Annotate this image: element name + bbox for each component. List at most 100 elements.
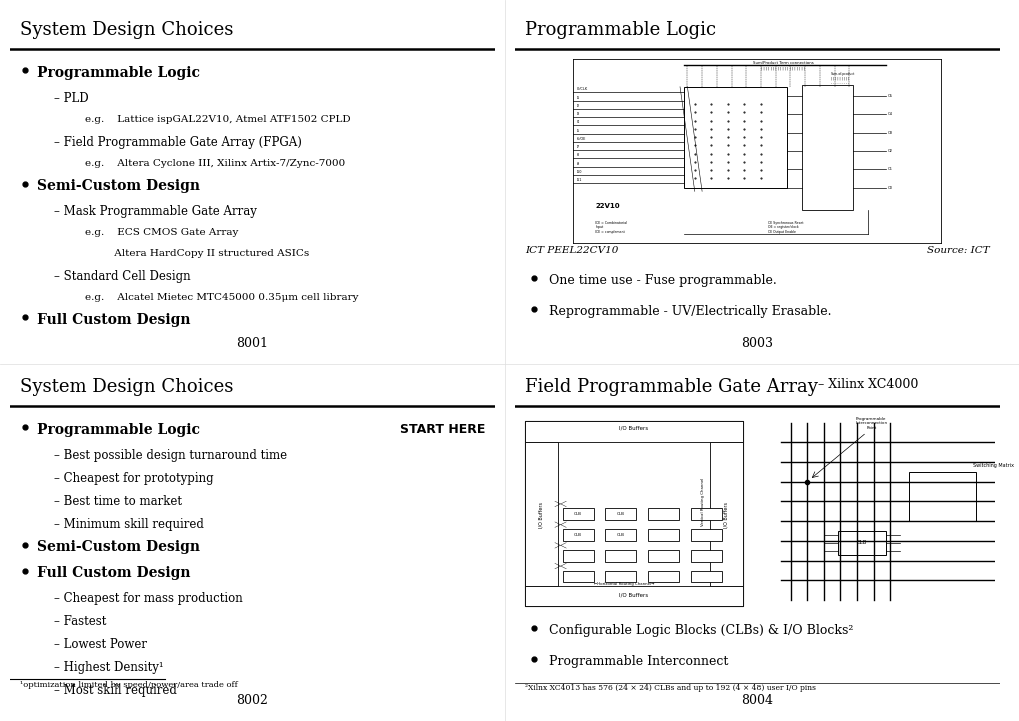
Text: – Cheapest for mass production: – Cheapest for mass production — [54, 593, 243, 606]
Bar — [838, 531, 884, 554]
Text: | | | | | | | | | | | | | | | | | | |: | | | | | | | | | | | | | | | | | | | — [760, 66, 804, 71]
Text: 8001: 8001 — [236, 337, 268, 350]
Bar — [605, 529, 636, 541]
Text: I1: I1 — [577, 96, 580, 99]
Text: e.g.    Lattice ispGAL22V10, Atmel ATF1502 CPLD: e.g. Lattice ispGAL22V10, Atmel ATF1502 … — [86, 115, 351, 124]
Text: I/O Buffers: I/O Buffers — [619, 593, 648, 598]
Text: – Xilinx XC4000: – Xilinx XC4000 — [813, 378, 917, 391]
Text: – Cheapest for prototyping: – Cheapest for prototyping — [54, 472, 213, 485]
Text: One time use - Fuse programmable.: One time use - Fuse programmable. — [548, 274, 776, 287]
Text: START HERE: START HERE — [399, 423, 485, 436]
Text: Programmable Logic: Programmable Logic — [37, 66, 200, 80]
Text: O2: O2 — [888, 149, 893, 153]
Text: O0: O0 — [888, 186, 893, 190]
Text: Configurable Logic Blocks (CLBs) & I/O Blocks²: Configurable Logic Blocks (CLBs) & I/O B… — [548, 624, 853, 637]
Bar — [690, 550, 721, 562]
Bar — [647, 570, 679, 583]
Text: Semi-Custom Design: Semi-Custom Design — [37, 180, 200, 193]
Text: CLB: CLB — [616, 513, 625, 516]
Text: – Highest Density¹: – Highest Density¹ — [54, 661, 163, 674]
Text: CLB: CLB — [574, 513, 582, 516]
Text: Switching Matrix: Switching Matrix — [972, 463, 1013, 468]
Bar — [524, 420, 743, 442]
Text: – Best time to market: – Best time to market — [54, 495, 181, 508]
Text: 8002: 8002 — [236, 694, 268, 707]
Bar — [647, 550, 679, 562]
Bar — [524, 420, 743, 606]
Text: I10: I10 — [577, 170, 582, 174]
Bar — [647, 529, 679, 541]
Text: Sum/Product Term connections: Sum/Product Term connections — [752, 61, 813, 65]
Text: System Design Choices: System Design Choices — [20, 378, 233, 396]
Bar — [709, 442, 743, 586]
Bar — [524, 442, 557, 586]
Text: I2: I2 — [577, 104, 580, 108]
Text: 22V10: 22V10 — [595, 203, 620, 209]
Bar — [690, 508, 721, 521]
Text: I5: I5 — [577, 128, 580, 133]
Text: Field Programmable Gate Array: Field Programmable Gate Array — [525, 378, 817, 396]
Text: O3: O3 — [888, 131, 893, 135]
Text: ICE = Combinatorial
Input
ICE = complement: ICE = Combinatorial Input ICE = compleme… — [595, 221, 627, 234]
Text: Altera HardCopy II structured ASICs: Altera HardCopy II structured ASICs — [86, 249, 309, 258]
Text: Programmable
Interconnection
Point: Programmable Interconnection Point — [854, 417, 887, 430]
Text: ²Xilnx XC4013 has 576 (24 × 24) CLBs and up to 192 (4 × 48) user I/O pins: ²Xilnx XC4013 has 576 (24 × 24) CLBs and… — [525, 684, 815, 692]
Text: CE Synchronous Reset
OE = register/clock
CE Output Enable: CE Synchronous Reset OE = register/clock… — [767, 221, 803, 234]
Text: I/O Buffers: I/O Buffers — [619, 426, 648, 431]
Text: I/O Buffers: I/O Buffers — [538, 503, 543, 528]
Text: Sum-of-product
| | | | | | | | |
- - - - - - - - -: Sum-of-product | | | | | | | | | - - - -… — [830, 72, 855, 85]
Bar — [562, 529, 593, 541]
Bar — [908, 472, 975, 521]
Bar — [801, 85, 852, 210]
Text: Full Custom Design: Full Custom Design — [37, 314, 191, 327]
Text: Vertical Routing Channel: Vertical Routing Channel — [700, 477, 704, 526]
Text: – Fastest: – Fastest — [54, 615, 106, 628]
Bar — [562, 508, 593, 521]
Bar — [524, 586, 743, 606]
Text: CLB: CLB — [856, 541, 866, 545]
Text: Source: ICT: Source: ICT — [926, 246, 988, 255]
Text: I9: I9 — [577, 162, 580, 166]
Text: – Minimum skill required: – Minimum skill required — [54, 518, 204, 531]
Text: I3: I3 — [577, 112, 580, 116]
Text: Programmable Logic: Programmable Logic — [525, 21, 715, 39]
Bar — [683, 87, 786, 187]
Text: e.g.    ECS CMOS Gate Array: e.g. ECS CMOS Gate Array — [86, 228, 238, 237]
Bar — [690, 529, 721, 541]
Text: ICT PEEL22CV10: ICT PEEL22CV10 — [525, 246, 618, 255]
Text: I6/OE: I6/OE — [577, 137, 586, 141]
Bar — [605, 570, 636, 583]
Text: – Mask Programmable Gate Array: – Mask Programmable Gate Array — [54, 205, 257, 218]
Text: System Design Choices: System Design Choices — [20, 21, 233, 39]
Text: I4: I4 — [577, 120, 580, 125]
Text: O5: O5 — [888, 94, 893, 98]
Bar — [562, 570, 593, 583]
Bar — [562, 550, 593, 562]
Bar — [605, 550, 636, 562]
Text: Full Custom Design: Full Custom Design — [37, 567, 191, 580]
Text: CLB: CLB — [574, 533, 582, 537]
Text: e.g.    Alcatel Mietec MTC45000 0.35μm cell library: e.g. Alcatel Mietec MTC45000 0.35μm cell… — [86, 293, 359, 301]
Text: O1: O1 — [888, 167, 893, 172]
Text: Semi-Custom Design: Semi-Custom Design — [37, 541, 200, 554]
Text: I8: I8 — [577, 154, 580, 157]
Text: 8003: 8003 — [741, 337, 772, 350]
Text: I/O Buffers: I/O Buffers — [723, 503, 729, 528]
Text: Programmable Logic: Programmable Logic — [37, 423, 200, 437]
Text: Programmable Interconnect: Programmable Interconnect — [548, 655, 728, 668]
Text: ←Horizontal Routing Channel→: ←Horizontal Routing Channel→ — [594, 583, 654, 586]
Text: e.g.    Altera Cyclone III, Xilinx Artix-7/Zync-7000: e.g. Altera Cyclone III, Xilinx Artix-7/… — [86, 159, 345, 167]
Text: – Most skill required: – Most skill required — [54, 684, 176, 696]
Text: 8004: 8004 — [741, 694, 772, 707]
Text: CLB: CLB — [616, 533, 625, 537]
Bar — [647, 508, 679, 521]
Text: – Best possible design turnaround time: – Best possible design turnaround time — [54, 449, 286, 462]
Text: I0/CLK: I0/CLK — [577, 87, 588, 92]
Bar — [690, 570, 721, 583]
Text: I11: I11 — [577, 178, 582, 182]
Text: – Standard Cell Design: – Standard Cell Design — [54, 270, 191, 283]
Text: Reprogrammable - UV/Electrically Erasable.: Reprogrammable - UV/Electrically Erasabl… — [548, 305, 830, 318]
Text: I7: I7 — [577, 145, 580, 149]
Text: – Field Programmable Gate Array (FPGA): – Field Programmable Gate Array (FPGA) — [54, 136, 302, 149]
Bar — [605, 508, 636, 521]
